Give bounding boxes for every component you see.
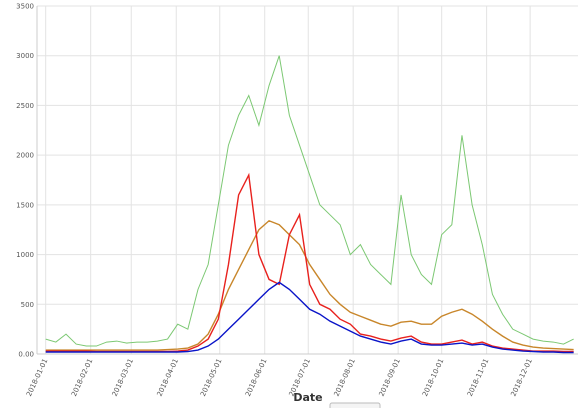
x-tick-label: 2018-09-01 (378, 357, 402, 397)
y-tick-label: 1000 (16, 251, 34, 259)
button[interactable] (329, 402, 381, 408)
y-tick-label: 0.00 (18, 351, 34, 359)
x-axis-label: Date (293, 391, 322, 404)
y-tick-label: 3500 (16, 3, 34, 11)
series-line (45, 219, 574, 351)
x-tick-label: 2018-06-01 (244, 357, 268, 397)
y-tick-label: 3000 (16, 52, 34, 60)
x-tick-label: 2018-03-01 (111, 357, 135, 397)
x-tick-label: 2018-04-01 (156, 357, 180, 397)
y-tick-label: 500 (21, 301, 34, 309)
x-tick-label: 2018-02-01 (70, 357, 94, 397)
y-tick-label: 2500 (16, 102, 34, 110)
x-tick-label: 2018-01-01 (25, 357, 49, 397)
x-tick-label: 2018-08-01 (333, 357, 357, 397)
series-line (45, 55, 574, 347)
x-tick-label: 2018-10-01 (421, 357, 445, 397)
y-tick-label: 2000 (16, 152, 34, 160)
series-line (45, 281, 574, 354)
y-tick-label: 1500 (16, 201, 34, 209)
x-tick-label: 2018-05-01 (199, 357, 223, 397)
x-tick-label: 2018-11-01 (466, 357, 490, 397)
x-tick-label: 2018-12-01 (510, 357, 534, 397)
